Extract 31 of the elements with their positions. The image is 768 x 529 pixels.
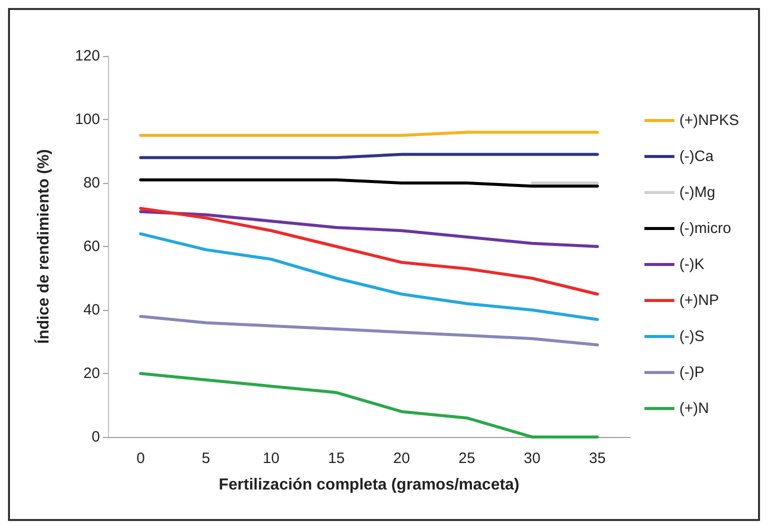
x-tick-label: 10 (262, 450, 280, 467)
x-tick-label: 25 (458, 450, 476, 467)
legend-label: (-)Mg (679, 184, 716, 201)
y-axis-title: Índice de rendimiento (%) (34, 149, 52, 344)
legend-label: (-)micro (679, 220, 732, 237)
legend-label: (-)K (679, 256, 704, 273)
line-series (139, 314, 599, 346)
legend-label: (+)NP (679, 292, 719, 309)
x-tick-label: 30 (524, 450, 540, 467)
legend-label: (-)P (679, 364, 704, 381)
y-tick-label: 40 (83, 302, 100, 318)
y-tick-label: 120 (74, 48, 100, 64)
x-tick-label: 0 (136, 450, 145, 467)
y-tick-label: 80 (83, 174, 100, 192)
legend-label: (+)N (679, 400, 709, 417)
line-series (139, 372, 599, 438)
y-tick-label: 20 (83, 365, 100, 382)
x-tick-label: 5 (202, 450, 210, 467)
x-tick-label: 15 (328, 450, 345, 467)
y-tick-label: 100 (74, 111, 100, 128)
x-tick-label: 35 (589, 450, 606, 467)
x-tick-label: 20 (393, 450, 410, 467)
legend-label: (-)Ca (679, 148, 714, 165)
x-axis-title: Fertilización completa (gramos/maceta) (218, 476, 520, 494)
y-tick-label: 0 (92, 428, 100, 446)
legend-label: (+)NPKS (679, 112, 740, 129)
y-tick-label: 60 (83, 238, 100, 255)
line-series (139, 232, 599, 322)
line-series (139, 210, 599, 248)
legend-label: (-)S (679, 328, 704, 345)
line-series (139, 206, 599, 296)
